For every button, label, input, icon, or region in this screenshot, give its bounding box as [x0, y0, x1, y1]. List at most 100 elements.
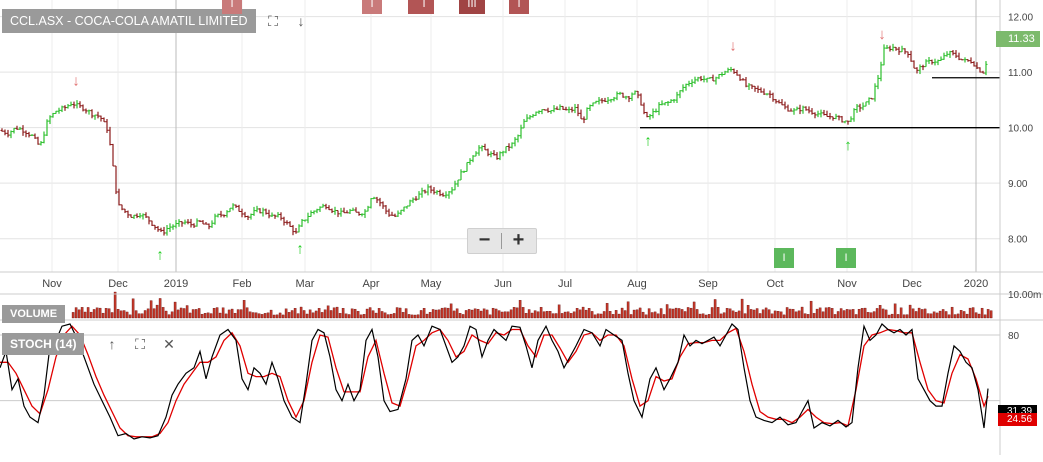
- volume-bar: [413, 314, 417, 319]
- volume-bar: [863, 307, 867, 319]
- volume-bar: [254, 312, 258, 319]
- volume-bar: [455, 308, 459, 319]
- volume-bar: [728, 308, 732, 319]
- volume-bar: [164, 310, 168, 319]
- volume-bar: [755, 308, 759, 319]
- volume-bar: [614, 310, 618, 319]
- event-marker[interactable]: I: [836, 248, 856, 268]
- volume-bars: [71, 291, 993, 319]
- volume-bar: [674, 307, 678, 319]
- volume-bar: [383, 312, 387, 319]
- volume-bar: [722, 312, 726, 319]
- volume-bar: [485, 309, 489, 319]
- volume-bar: [599, 313, 603, 319]
- volume-bar: [695, 309, 699, 319]
- volume-bar: [902, 314, 906, 319]
- event-marker[interactable]: III: [459, 0, 485, 14]
- volume-bar: [98, 307, 102, 319]
- support-lines: [640, 77, 1000, 129]
- close-icon[interactable]: ✕: [163, 336, 175, 352]
- volume-bar: [830, 308, 834, 319]
- volume-bar: [587, 308, 591, 319]
- volume-bar: [296, 313, 300, 319]
- volume-bar: [548, 311, 552, 319]
- volume-bar: [572, 311, 576, 319]
- volume-bar: [236, 309, 240, 319]
- volume-bar: [521, 307, 525, 319]
- volume-bar: [731, 310, 735, 319]
- volume-bar: [233, 313, 237, 319]
- volume-bar: [950, 306, 954, 319]
- stoch-d-tag: 24.56: [998, 413, 1038, 426]
- volume-bar: [944, 311, 948, 319]
- volume-bar: [683, 311, 687, 319]
- volume-bar: [815, 308, 819, 319]
- event-marker[interactable]: I: [362, 0, 382, 14]
- volume-bar: [329, 310, 333, 319]
- volume-bar: [110, 312, 114, 319]
- volume-bar: [725, 308, 729, 319]
- x-tick-label: Apr: [362, 278, 379, 290]
- price-bars: [0, 43, 988, 236]
- volume-bar: [467, 309, 471, 319]
- x-axis: Nov Dec 2019 Feb Mar Apr May Jun Jul Aug Sep Oct Nov…: [42, 278, 988, 290]
- volume-bar: [608, 311, 612, 319]
- volume-bar: [167, 314, 171, 319]
- volume-bar: [482, 308, 486, 319]
- volume-bar: [899, 307, 903, 319]
- zoom-out-button[interactable]: −: [478, 229, 491, 251]
- volume-bar: [398, 307, 402, 319]
- volume-bar: [563, 311, 567, 319]
- volume-bar: [509, 309, 513, 319]
- volume-bar: [836, 311, 840, 319]
- volume-bar: [515, 307, 519, 319]
- volume-bar: [203, 313, 207, 319]
- volume-bar: [119, 310, 123, 319]
- event-marker[interactable]: I: [222, 0, 242, 14]
- x-tick-label: Dec: [108, 278, 128, 290]
- volume-bar: [335, 306, 339, 319]
- volume-bar: [83, 311, 87, 319]
- volume-bar: [449, 303, 453, 319]
- volume-bar: [107, 308, 111, 319]
- expand-icon[interactable]: ⛶: [268, 13, 278, 29]
- volume-bar: [275, 314, 279, 319]
- volume-bar: [410, 314, 414, 319]
- volume-bar: [590, 311, 594, 319]
- volume-bar: [116, 309, 120, 319]
- volume-bar: [257, 313, 261, 319]
- volume-bar: [893, 303, 897, 319]
- volume-bar: [359, 314, 363, 319]
- volume-bar: [710, 307, 714, 319]
- last-price-tag: 11.33: [996, 31, 1040, 47]
- move-up-icon[interactable]: ↑: [108, 336, 116, 352]
- event-marker[interactable]: I: [774, 248, 794, 268]
- volume-bar: [833, 314, 837, 319]
- volume-bar: [338, 313, 342, 319]
- volume-bar: [629, 314, 633, 319]
- volume-bar: [443, 307, 447, 319]
- buy-arrow-icon: ↑: [296, 241, 304, 258]
- zoom-in-button[interactable]: +: [512, 229, 525, 251]
- volume-bar: [74, 307, 78, 319]
- volume-bar: [650, 312, 654, 319]
- signal-arrows: ↑ ↑ ↑ ↑ ↓ ↓ ↓: [72, 26, 886, 263]
- volume-bar: [959, 310, 963, 319]
- volume-bar: [260, 314, 264, 319]
- volume-bar: [389, 313, 393, 319]
- sell-arrow-icon: ↓: [72, 72, 80, 89]
- volume-bar: [242, 300, 246, 319]
- expand-icon[interactable]: ⛶: [135, 336, 145, 352]
- volume-bar: [632, 309, 636, 319]
- volume-bar: [401, 312, 405, 319]
- volume-bar: [263, 313, 267, 319]
- down-arrow-icon[interactable]: ↓: [297, 13, 305, 29]
- volume-bar: [716, 307, 720, 319]
- volume-bar: [953, 314, 957, 319]
- volume-bar: [776, 310, 780, 319]
- event-marker[interactable]: I: [414, 0, 434, 14]
- volume-bar: [101, 312, 105, 319]
- volume-bar: [635, 309, 639, 319]
- event-marker[interactable]: I: [509, 0, 529, 14]
